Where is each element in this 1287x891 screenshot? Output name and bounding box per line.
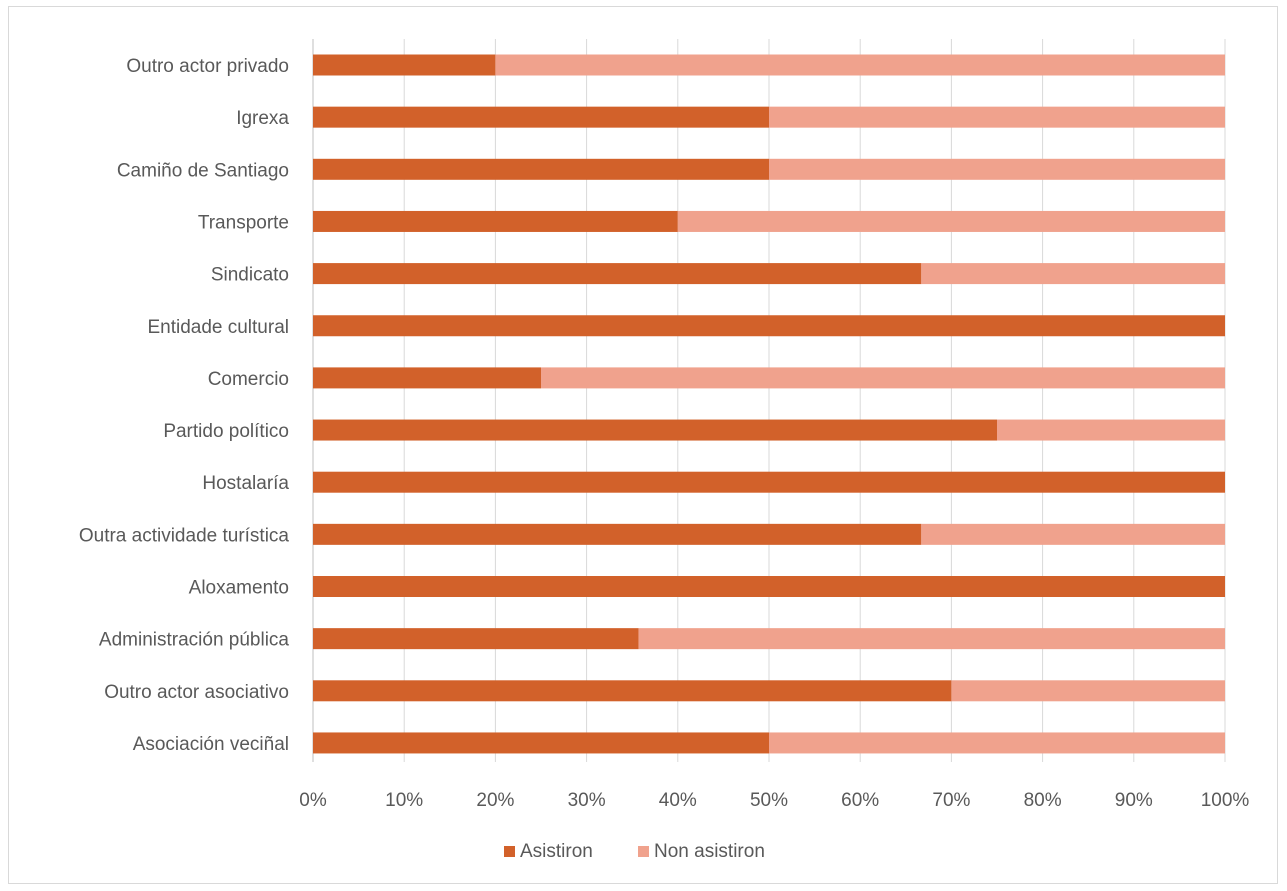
bar-non-asistiron-2 bbox=[769, 158, 1225, 180]
bar-asistiron-5 bbox=[313, 315, 1225, 337]
category-label: Sindicato bbox=[211, 265, 289, 286]
category-label: Comercio bbox=[208, 369, 289, 390]
category-label: Outro actor asociativo bbox=[104, 682, 289, 703]
category-label: Administración pública bbox=[99, 630, 290, 651]
category-label: Igrexa bbox=[236, 108, 289, 129]
category-label: Asociación veciñal bbox=[133, 734, 289, 755]
x-tick-label: 0% bbox=[299, 790, 327, 811]
bar-asistiron-0 bbox=[313, 54, 496, 76]
category-label: Entidade cultural bbox=[147, 317, 289, 338]
x-tick-label: 100% bbox=[1201, 790, 1250, 811]
bar-non-asistiron-12 bbox=[951, 680, 1225, 702]
x-tick-label: 50% bbox=[750, 790, 788, 811]
bar-asistiron-9 bbox=[313, 523, 922, 545]
bar-non-asistiron-3 bbox=[677, 210, 1225, 232]
bar-asistiron-7 bbox=[313, 419, 997, 441]
bar-asistiron-11 bbox=[313, 628, 639, 650]
legend-label-asistiron: Asistiron bbox=[520, 841, 593, 862]
bar-asistiron-13 bbox=[313, 732, 769, 754]
bar-asistiron-2 bbox=[313, 158, 769, 180]
bar-asistiron-8 bbox=[313, 471, 1225, 493]
bar-asistiron-6 bbox=[313, 367, 541, 389]
bar-non-asistiron-1 bbox=[769, 106, 1225, 128]
chart-frame: Outro actor privado Igrexa Camiño de Santi… bbox=[8, 6, 1278, 884]
bar-non-asistiron-7 bbox=[997, 419, 1225, 441]
gridlines bbox=[312, 39, 1226, 762]
x-tick-label: 30% bbox=[568, 790, 606, 811]
category-label: Aloxamento bbox=[189, 578, 289, 599]
bar-non-asistiron-6 bbox=[541, 367, 1225, 389]
legend: Asistiron Non asistiron bbox=[504, 841, 765, 862]
bar-non-asistiron-13 bbox=[769, 732, 1225, 754]
x-tick-label: 10% bbox=[385, 790, 423, 811]
bar-non-asistiron-4 bbox=[921, 263, 1225, 285]
legend-swatch-non-asistiron bbox=[638, 846, 649, 857]
category-label: Transporte bbox=[198, 212, 289, 233]
bar-asistiron-3 bbox=[313, 210, 678, 232]
legend-swatch-asistiron bbox=[504, 846, 515, 857]
category-label: Partido político bbox=[163, 421, 289, 442]
bar-non-asistiron-9 bbox=[921, 523, 1225, 545]
bar-asistiron-1 bbox=[313, 106, 769, 128]
bar-asistiron-4 bbox=[313, 263, 922, 285]
bar-asistiron-12 bbox=[313, 680, 952, 702]
x-tick-label: 40% bbox=[659, 790, 697, 811]
category-label: Camiño de Santiago bbox=[117, 160, 289, 181]
bars bbox=[313, 54, 1225, 754]
category-label: Outro actor privado bbox=[126, 56, 289, 77]
x-tick-label: 60% bbox=[841, 790, 879, 811]
stacked-bar-chart: Outro actor privado Igrexa Camiño de Santi… bbox=[79, 39, 1249, 862]
x-axis-tick-labels: 0% 10% 20% 30% 40% 50% 60% 70% 80% 90% 100% bbox=[299, 790, 1249, 811]
x-tick-label: 20% bbox=[476, 790, 514, 811]
x-tick-label: 80% bbox=[1024, 790, 1062, 811]
category-label: Outra actividade turística bbox=[79, 525, 290, 546]
legend-label-non-asistiron: Non asistiron bbox=[654, 841, 765, 862]
bar-non-asistiron-0 bbox=[495, 54, 1225, 76]
bar-asistiron-10 bbox=[313, 576, 1225, 597]
bar-non-asistiron-11 bbox=[638, 628, 1225, 650]
category-label: Hostalaría bbox=[202, 473, 289, 494]
x-tick-label: 90% bbox=[1115, 790, 1153, 811]
category-labels: Outro actor privado Igrexa Camiño de Santi… bbox=[79, 56, 290, 755]
x-tick-label: 70% bbox=[932, 790, 970, 811]
